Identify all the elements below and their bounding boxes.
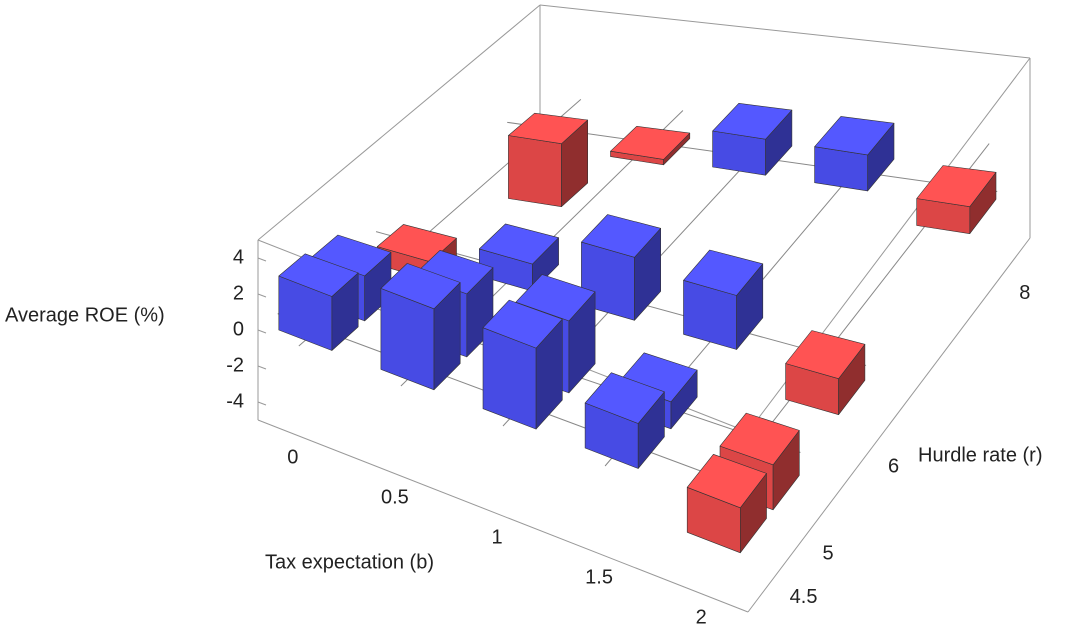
bar <box>785 330 866 416</box>
z-tick-mark <box>257 257 267 262</box>
bar-top <box>916 165 997 207</box>
z-tick-mark <box>257 293 267 298</box>
z-tick-mark <box>257 401 267 406</box>
y-tick-label: 5 <box>822 543 833 565</box>
box-edge <box>747 237 1031 613</box>
bar <box>712 103 793 176</box>
bar-top <box>712 103 793 140</box>
bar <box>814 116 895 192</box>
z-tick-mark <box>257 365 267 370</box>
z-tick-label: 2 <box>233 282 244 304</box>
x-tick-label: 2 <box>696 606 707 628</box>
y-axis-label: Hurdle rate (r) <box>918 444 1042 466</box>
bar-top <box>508 112 589 144</box>
z-tick-label: -4 <box>226 390 244 412</box>
box-edge <box>539 4 1031 59</box>
y-tick-label: 6 <box>888 456 899 478</box>
x-tick-label: 0.5 <box>381 486 409 508</box>
z-tick-label: 0 <box>233 318 244 340</box>
bar-top <box>610 126 691 160</box>
bar-top <box>584 372 665 424</box>
bar <box>482 299 563 430</box>
bar <box>686 453 767 554</box>
plot-area <box>278 103 997 554</box>
y-tick-label: 8 <box>1019 282 1030 304</box>
bar-top <box>814 116 895 156</box>
bar-top <box>515 274 596 322</box>
z-tick-label: -2 <box>226 354 244 376</box>
bar-top <box>482 299 563 349</box>
bar-top <box>719 412 800 466</box>
z-tick-mark <box>257 329 267 334</box>
bar <box>278 253 359 351</box>
bar-top <box>686 453 767 509</box>
bar <box>380 263 461 391</box>
bar <box>610 126 691 166</box>
bar-front <box>508 135 562 207</box>
z-axis-label: Average ROE (%) <box>5 304 165 326</box>
y-tick-label: 4.5 <box>790 586 818 608</box>
x-tick-label: 1 <box>491 526 502 548</box>
bar <box>683 249 764 350</box>
bar <box>916 165 997 234</box>
x-tick-label: 1.5 <box>585 566 613 588</box>
x-axis-label: Tax expectation (b) <box>265 551 434 573</box>
bar-top <box>785 330 866 380</box>
bar <box>584 372 665 469</box>
z-tick-label: 4 <box>233 246 244 268</box>
box-edge <box>257 4 541 241</box>
bar-top <box>683 249 764 296</box>
bar-top <box>380 263 461 310</box>
bar-top <box>581 214 662 258</box>
box-edge <box>257 419 749 613</box>
bar-top <box>278 253 359 297</box>
bar-top <box>376 224 457 263</box>
bar-top <box>478 223 559 265</box>
x-tick-label: 0 <box>287 446 298 468</box>
bar <box>508 112 589 207</box>
